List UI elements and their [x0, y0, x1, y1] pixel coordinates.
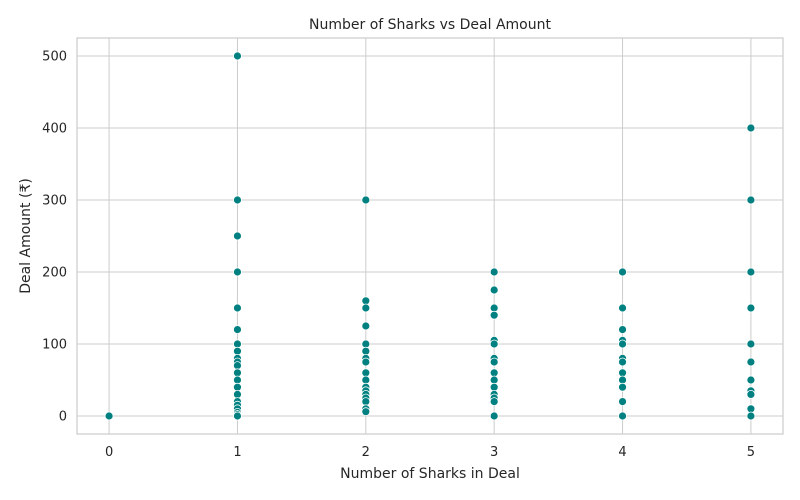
- data-point: [361, 339, 371, 349]
- y-tick-label: 300: [42, 194, 67, 209]
- y-tick-label: 200: [42, 266, 67, 281]
- x-tick-label: 4: [618, 445, 626, 460]
- x-tick-label: 3: [490, 445, 498, 460]
- data-point: [746, 411, 756, 421]
- y-tick-label: 100: [42, 338, 67, 353]
- plot-area-frame: [76, 37, 784, 435]
- data-point: [746, 375, 756, 385]
- data-point: [233, 325, 242, 335]
- data-point: [104, 411, 114, 421]
- data-point: [618, 303, 627, 313]
- data-point: [233, 411, 242, 421]
- x-tick-label: 2: [362, 445, 370, 460]
- data-point: [233, 231, 242, 241]
- data-point: [618, 397, 627, 407]
- data-point: [361, 407, 371, 417]
- data-point: [489, 375, 499, 385]
- data-point: [233, 375, 242, 385]
- data-point: [233, 339, 242, 349]
- data-point: [618, 339, 627, 349]
- data-point: [361, 375, 371, 385]
- data-point: [361, 195, 371, 205]
- data-point: [746, 404, 756, 414]
- data-points: [104, 51, 756, 421]
- data-point: [489, 368, 499, 378]
- data-point: [489, 303, 499, 313]
- data-point: [489, 357, 499, 367]
- data-point: [489, 397, 499, 407]
- data-point: [361, 357, 371, 367]
- x-tick-label: 1: [233, 445, 241, 460]
- grid-lines: [77, 38, 783, 434]
- data-point: [233, 195, 242, 205]
- data-point: [746, 123, 756, 133]
- data-point: [746, 357, 756, 367]
- y-tick-label: 0: [59, 410, 67, 425]
- data-point: [746, 267, 756, 277]
- data-point: [618, 325, 627, 335]
- data-point: [746, 303, 756, 313]
- data-point: [233, 368, 242, 378]
- x-axis-label: Number of Sharks in Deal: [340, 466, 520, 482]
- data-point: [233, 389, 242, 399]
- y-tick-labels: 0 100 200 300 400 500: [42, 50, 67, 425]
- y-tick-label: 500: [42, 50, 67, 65]
- x-tick-label: 5: [747, 445, 755, 460]
- data-point: [618, 267, 627, 277]
- data-point: [361, 303, 371, 313]
- data-point: [618, 411, 627, 421]
- data-point: [746, 195, 756, 205]
- x-tick-labels: 0 1 2 3 4 5: [105, 445, 755, 460]
- data-point: [233, 267, 242, 277]
- data-point: [618, 382, 627, 392]
- chart-title: Number of Sharks vs Deal Amount: [309, 17, 551, 33]
- data-point: [618, 357, 627, 367]
- data-point: [746, 389, 756, 399]
- data-point: [489, 285, 499, 295]
- data-point: [489, 339, 499, 349]
- data-point: [361, 296, 371, 306]
- data-point: [489, 267, 499, 277]
- data-point: [233, 303, 242, 313]
- data-point: [746, 339, 756, 349]
- data-point: [618, 375, 627, 385]
- data-point: [361, 368, 371, 378]
- data-point: [489, 310, 499, 320]
- x-tick-label: 0: [105, 445, 113, 460]
- data-point: [618, 368, 627, 378]
- data-point: [233, 51, 242, 61]
- data-point: [489, 411, 499, 421]
- data-point: [361, 321, 371, 331]
- y-tick-label: 400: [42, 122, 67, 137]
- y-axis-label: Deal Amount (₹): [18, 178, 34, 294]
